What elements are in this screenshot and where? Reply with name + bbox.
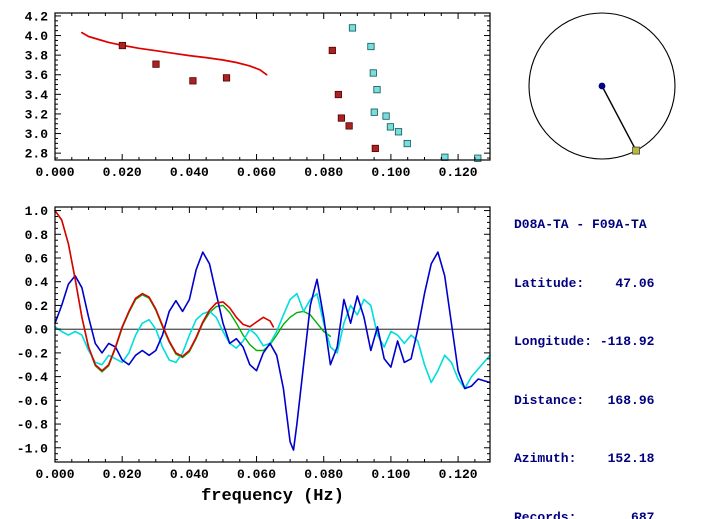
- reference-dispersion-curve: [81, 31, 268, 76]
- y-tick-label: -0.8: [17, 418, 48, 433]
- y-tick-label: -0.6: [17, 394, 48, 409]
- x-tick-label: 0.000: [35, 165, 74, 180]
- dispersion-point-marker[interactable]: [118, 41, 126, 50]
- y-tick-label: 0.2: [25, 299, 49, 314]
- azimuth-endpoint-marker: [632, 146, 640, 155]
- spectra-plot-frame: [54, 206, 491, 463]
- distance-line: Distance: 168.96: [514, 392, 655, 408]
- dispersion-point-marker[interactable]: [386, 123, 395, 131]
- dispersion-plot-area[interactable]: [55, 13, 490, 160]
- dispersion-point-marker[interactable]: [189, 77, 197, 85]
- dispersion-point-marker[interactable]: [345, 122, 353, 130]
- station-info-panel: D08A-TA - F09A-TA Latitude: 47.06 Longit…: [514, 176, 654, 519]
- spectrum-trace-cyan: [54, 292, 491, 390]
- longitude-line: Longitude: -118.92: [514, 334, 655, 349]
- x-tick-label: 0.100: [371, 467, 410, 482]
- x-tick-label: 0.100: [371, 165, 410, 180]
- x-tick-label: 0.080: [304, 165, 343, 180]
- dispersion-point-marker[interactable]: [367, 42, 375, 51]
- spectrum-trace-red: [54, 209, 275, 372]
- station-center-dot: [598, 82, 606, 90]
- latitude-line: Latitude: 47.06: [514, 275, 655, 291]
- picked-dispersion-points-red[interactable]: [118, 41, 379, 153]
- azimuth-pointer-line: [601, 85, 637, 151]
- dispersion-point-marker[interactable]: [334, 90, 342, 99]
- x-tick-label: 0.020: [103, 467, 142, 482]
- dispersion-point-marker[interactable]: [394, 128, 403, 136]
- dispersion-plot-frame: [54, 12, 491, 161]
- y-tick-label: 4.0: [25, 29, 49, 44]
- dispersion-point-marker[interactable]: [328, 46, 336, 55]
- spectra-plot: 0.000 0.020 0.040 0.060 0.080 0.100 0.120 -1.0 -…: [17, 204, 491, 482]
- y-tick-label: -1.0: [17, 441, 48, 456]
- spectrum-trace-blue: [54, 251, 491, 451]
- x-tick-label: 0.060: [237, 467, 276, 482]
- x-tick-label: 0.020: [103, 165, 142, 180]
- azimuth-diagram: [528, 12, 676, 160]
- y-tick-label: 0.4: [25, 275, 49, 290]
- station-pair-label: D08A-TA - F09A-TA: [514, 217, 647, 232]
- picked-dispersion-points-cyan[interactable]: [348, 24, 482, 162]
- dispersion-point-marker[interactable]: [403, 139, 411, 148]
- x-tick-label: 0.120: [439, 467, 478, 482]
- y-tick-label: 3.2: [25, 107, 49, 122]
- x-axis-title: frequency (Hz): [201, 487, 344, 506]
- y-tick-label: 1.0: [25, 204, 49, 219]
- x-tick-label: 0.040: [170, 467, 209, 482]
- dispersion-point-marker[interactable]: [370, 108, 378, 116]
- y-tick-label: 0.8: [25, 228, 49, 243]
- y-tick-label: -0.4: [17, 370, 48, 385]
- dispersion-point-marker[interactable]: [371, 144, 379, 153]
- dispersion-point-marker[interactable]: [382, 112, 390, 120]
- dispersion-point-marker[interactable]: [369, 69, 377, 77]
- dispersion-point-marker[interactable]: [222, 74, 231, 82]
- y-tick-label: 3.6: [25, 68, 49, 83]
- x-tick-label: 0.040: [170, 165, 209, 180]
- dispersion-point-marker[interactable]: [152, 60, 160, 68]
- y-tick-label: 3.0: [25, 127, 49, 142]
- y-tick-label: 0.0: [25, 323, 49, 338]
- x-tick-label: 0.000: [35, 467, 74, 482]
- dispersion-point-marker[interactable]: [373, 86, 381, 94]
- x-tick-label: 0.120: [439, 165, 478, 180]
- x-tick-label: 0.060: [237, 165, 276, 180]
- y-tick-label: -0.2: [17, 346, 48, 361]
- azimuth-line-text: Azimuth: 152.18: [514, 451, 655, 466]
- x-tick-label: 0.080: [304, 467, 343, 482]
- dispersion-plot: 0.000 0.020 0.040 0.060 0.080 0.100 0.120 2.8 3.…: [25, 9, 491, 180]
- spectra-plot-area[interactable]: [55, 207, 490, 462]
- y-tick-label: 3.4: [25, 88, 49, 103]
- y-tick-label: 3.8: [25, 49, 49, 64]
- y-tick-label: 2.8: [25, 147, 49, 162]
- dispersion-point-marker[interactable]: [348, 24, 357, 32]
- azimuth-circle: [528, 12, 676, 160]
- y-tick-label: 4.2: [25, 9, 49, 24]
- dispersion-point-marker[interactable]: [337, 114, 345, 122]
- records-line: Records: 687: [514, 509, 655, 519]
- y-tick-label: 0.6: [25, 252, 49, 267]
